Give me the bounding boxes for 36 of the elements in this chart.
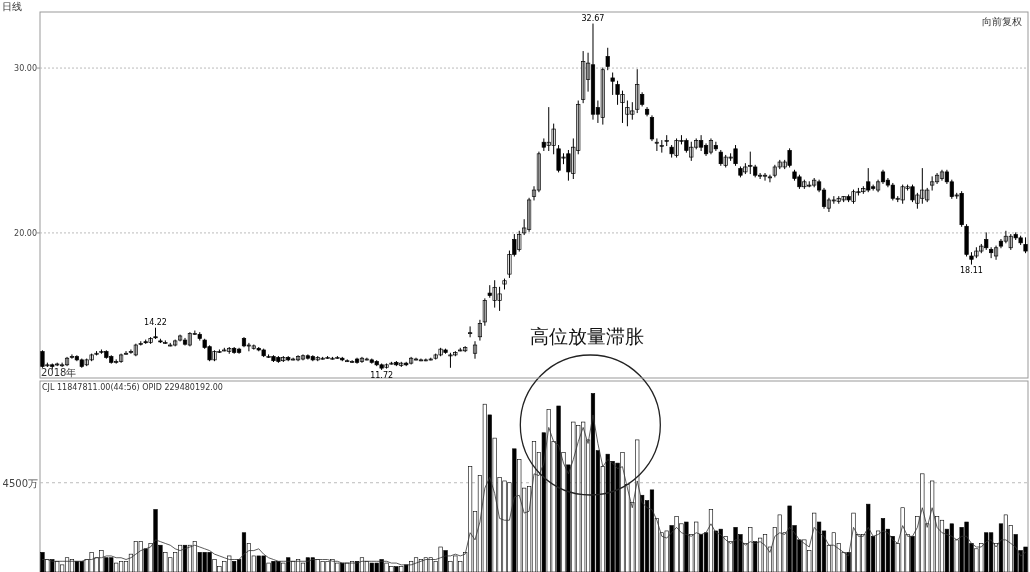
- bar: [295, 559, 301, 572]
- candlestick: [502, 278, 507, 290]
- chart-title: 日线: [2, 1, 22, 12]
- bar: [708, 509, 714, 572]
- text: CJL 11847811.00(44:56) OPID 229480192.00: [42, 383, 223, 392]
- bar: [590, 393, 596, 572]
- annotation: 向前复权: [982, 16, 1022, 27]
- ref-line-label: 4500万: [2, 477, 38, 489]
- bar: [182, 544, 188, 572]
- annotation: 11.72: [370, 371, 394, 381]
- annotation: 高位放量滞胀: [530, 325, 645, 347]
- annotation: 2018年: [41, 367, 77, 378]
- candlestick: [153, 327, 158, 339]
- bar: [649, 489, 655, 572]
- candlestick: [1023, 237, 1028, 254]
- bar: [762, 534, 768, 572]
- candlestick: [600, 67, 605, 125]
- annotation: 18.11: [960, 266, 983, 276]
- candlestick: [664, 135, 669, 147]
- candlestick: [605, 47, 610, 71]
- bar: [241, 532, 247, 572]
- candlestick: [964, 224, 969, 257]
- candlestick: [581, 51, 586, 104]
- annotation: 14.22: [144, 318, 167, 328]
- y-tick-label: 20.00: [14, 228, 37, 238]
- bar: [880, 518, 886, 572]
- y-tick-label: 30.00: [14, 64, 37, 74]
- bar: [69, 559, 75, 572]
- candlestick: [418, 358, 424, 362]
- bar: [359, 557, 365, 572]
- bar: [939, 519, 945, 572]
- annotation: 32.67: [581, 14, 605, 24]
- candlestick: [659, 140, 664, 153]
- bar: [64, 557, 70, 572]
- bar: [531, 441, 537, 572]
- candlestick: [610, 72, 615, 95]
